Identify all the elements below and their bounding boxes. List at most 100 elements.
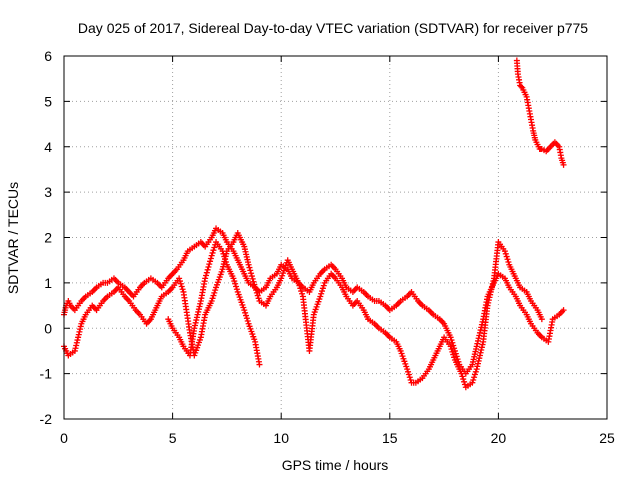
data-point xyxy=(295,279,302,286)
data-point xyxy=(449,348,456,355)
data-series xyxy=(61,57,567,391)
data-point xyxy=(252,284,259,291)
data-point xyxy=(230,275,237,282)
data-point xyxy=(504,256,511,263)
data-point xyxy=(478,344,485,351)
data-point xyxy=(203,269,210,276)
data-point xyxy=(317,293,324,300)
data-point xyxy=(296,282,303,289)
data-point xyxy=(245,261,252,268)
y-tick-label: 0 xyxy=(44,320,52,336)
data-point xyxy=(471,371,478,378)
data-point xyxy=(477,349,484,356)
data-point xyxy=(256,361,263,368)
data-point xyxy=(232,280,239,287)
data-point xyxy=(461,381,468,388)
data-point xyxy=(193,317,200,324)
data-point xyxy=(461,378,468,385)
data-point xyxy=(179,286,186,293)
chart-title: Day 025 of 2017, Sidereal Day-to-day VTE… xyxy=(78,20,588,36)
data-point xyxy=(476,329,483,336)
data-point xyxy=(472,368,479,375)
data-point xyxy=(176,275,183,282)
y-tick-label: 4 xyxy=(44,139,52,155)
data-point xyxy=(405,371,412,378)
series-2 xyxy=(165,239,263,368)
data-point xyxy=(451,354,458,361)
data-point xyxy=(479,341,486,348)
data-point xyxy=(178,283,185,290)
y-tick-label: 1 xyxy=(44,275,52,291)
data-point xyxy=(191,322,198,329)
data-point xyxy=(212,287,219,294)
data-point xyxy=(248,270,255,277)
data-point xyxy=(73,339,80,346)
data-point xyxy=(319,285,326,292)
data-point xyxy=(560,161,567,168)
data-point xyxy=(484,302,491,309)
data-point xyxy=(219,248,226,255)
data-point xyxy=(449,339,456,346)
data-point xyxy=(318,290,325,297)
data-point xyxy=(487,288,494,295)
data-point xyxy=(488,286,495,293)
data-point xyxy=(207,255,214,262)
data-point xyxy=(474,340,481,347)
data-point xyxy=(255,295,262,302)
data-point xyxy=(247,267,254,274)
data-point xyxy=(197,300,204,307)
data-point xyxy=(458,370,465,377)
data-point xyxy=(478,347,485,354)
data-point xyxy=(470,376,477,383)
data-point xyxy=(77,323,84,330)
data-point xyxy=(209,249,216,256)
y-tick-label: 2 xyxy=(44,230,52,246)
data-point xyxy=(243,315,250,322)
data-point xyxy=(211,244,218,251)
data-point xyxy=(176,278,183,285)
data-point xyxy=(299,290,306,297)
data-point xyxy=(193,314,200,321)
data-point xyxy=(248,273,255,280)
data-point xyxy=(233,286,240,293)
series-0 xyxy=(61,225,567,377)
data-point xyxy=(210,292,217,299)
data-point xyxy=(231,278,238,285)
data-point xyxy=(447,343,454,350)
x-tick-label: 20 xyxy=(491,430,507,446)
x-tick-label: 15 xyxy=(382,430,398,446)
data-point xyxy=(485,299,492,306)
data-point xyxy=(202,272,209,279)
data-point xyxy=(209,295,216,302)
data-point xyxy=(74,337,81,344)
data-point xyxy=(320,282,327,289)
data-point xyxy=(476,355,483,362)
data-point xyxy=(73,342,80,349)
data-point xyxy=(502,250,509,257)
data-point xyxy=(71,347,78,354)
data-point xyxy=(476,332,483,339)
y-tick-label: 3 xyxy=(44,184,52,200)
data-point xyxy=(207,258,214,265)
data-point xyxy=(538,316,545,323)
data-point xyxy=(460,376,467,383)
data-point xyxy=(211,289,218,296)
data-point xyxy=(221,253,228,260)
data-point xyxy=(486,294,493,301)
data-point xyxy=(473,343,480,350)
data-point xyxy=(404,366,411,373)
data-point xyxy=(487,291,494,298)
data-point xyxy=(196,303,203,310)
data-point xyxy=(191,325,198,332)
data-point xyxy=(503,253,510,260)
data-point xyxy=(233,283,240,290)
data-point xyxy=(474,363,481,370)
data-point xyxy=(475,335,482,342)
data-point xyxy=(177,280,184,287)
data-point xyxy=(251,281,258,288)
data-point xyxy=(459,373,466,380)
series-3 xyxy=(513,57,567,168)
y-tick-label: 6 xyxy=(44,48,52,64)
data-point xyxy=(208,298,215,305)
y-tick-label: -2 xyxy=(40,411,53,427)
